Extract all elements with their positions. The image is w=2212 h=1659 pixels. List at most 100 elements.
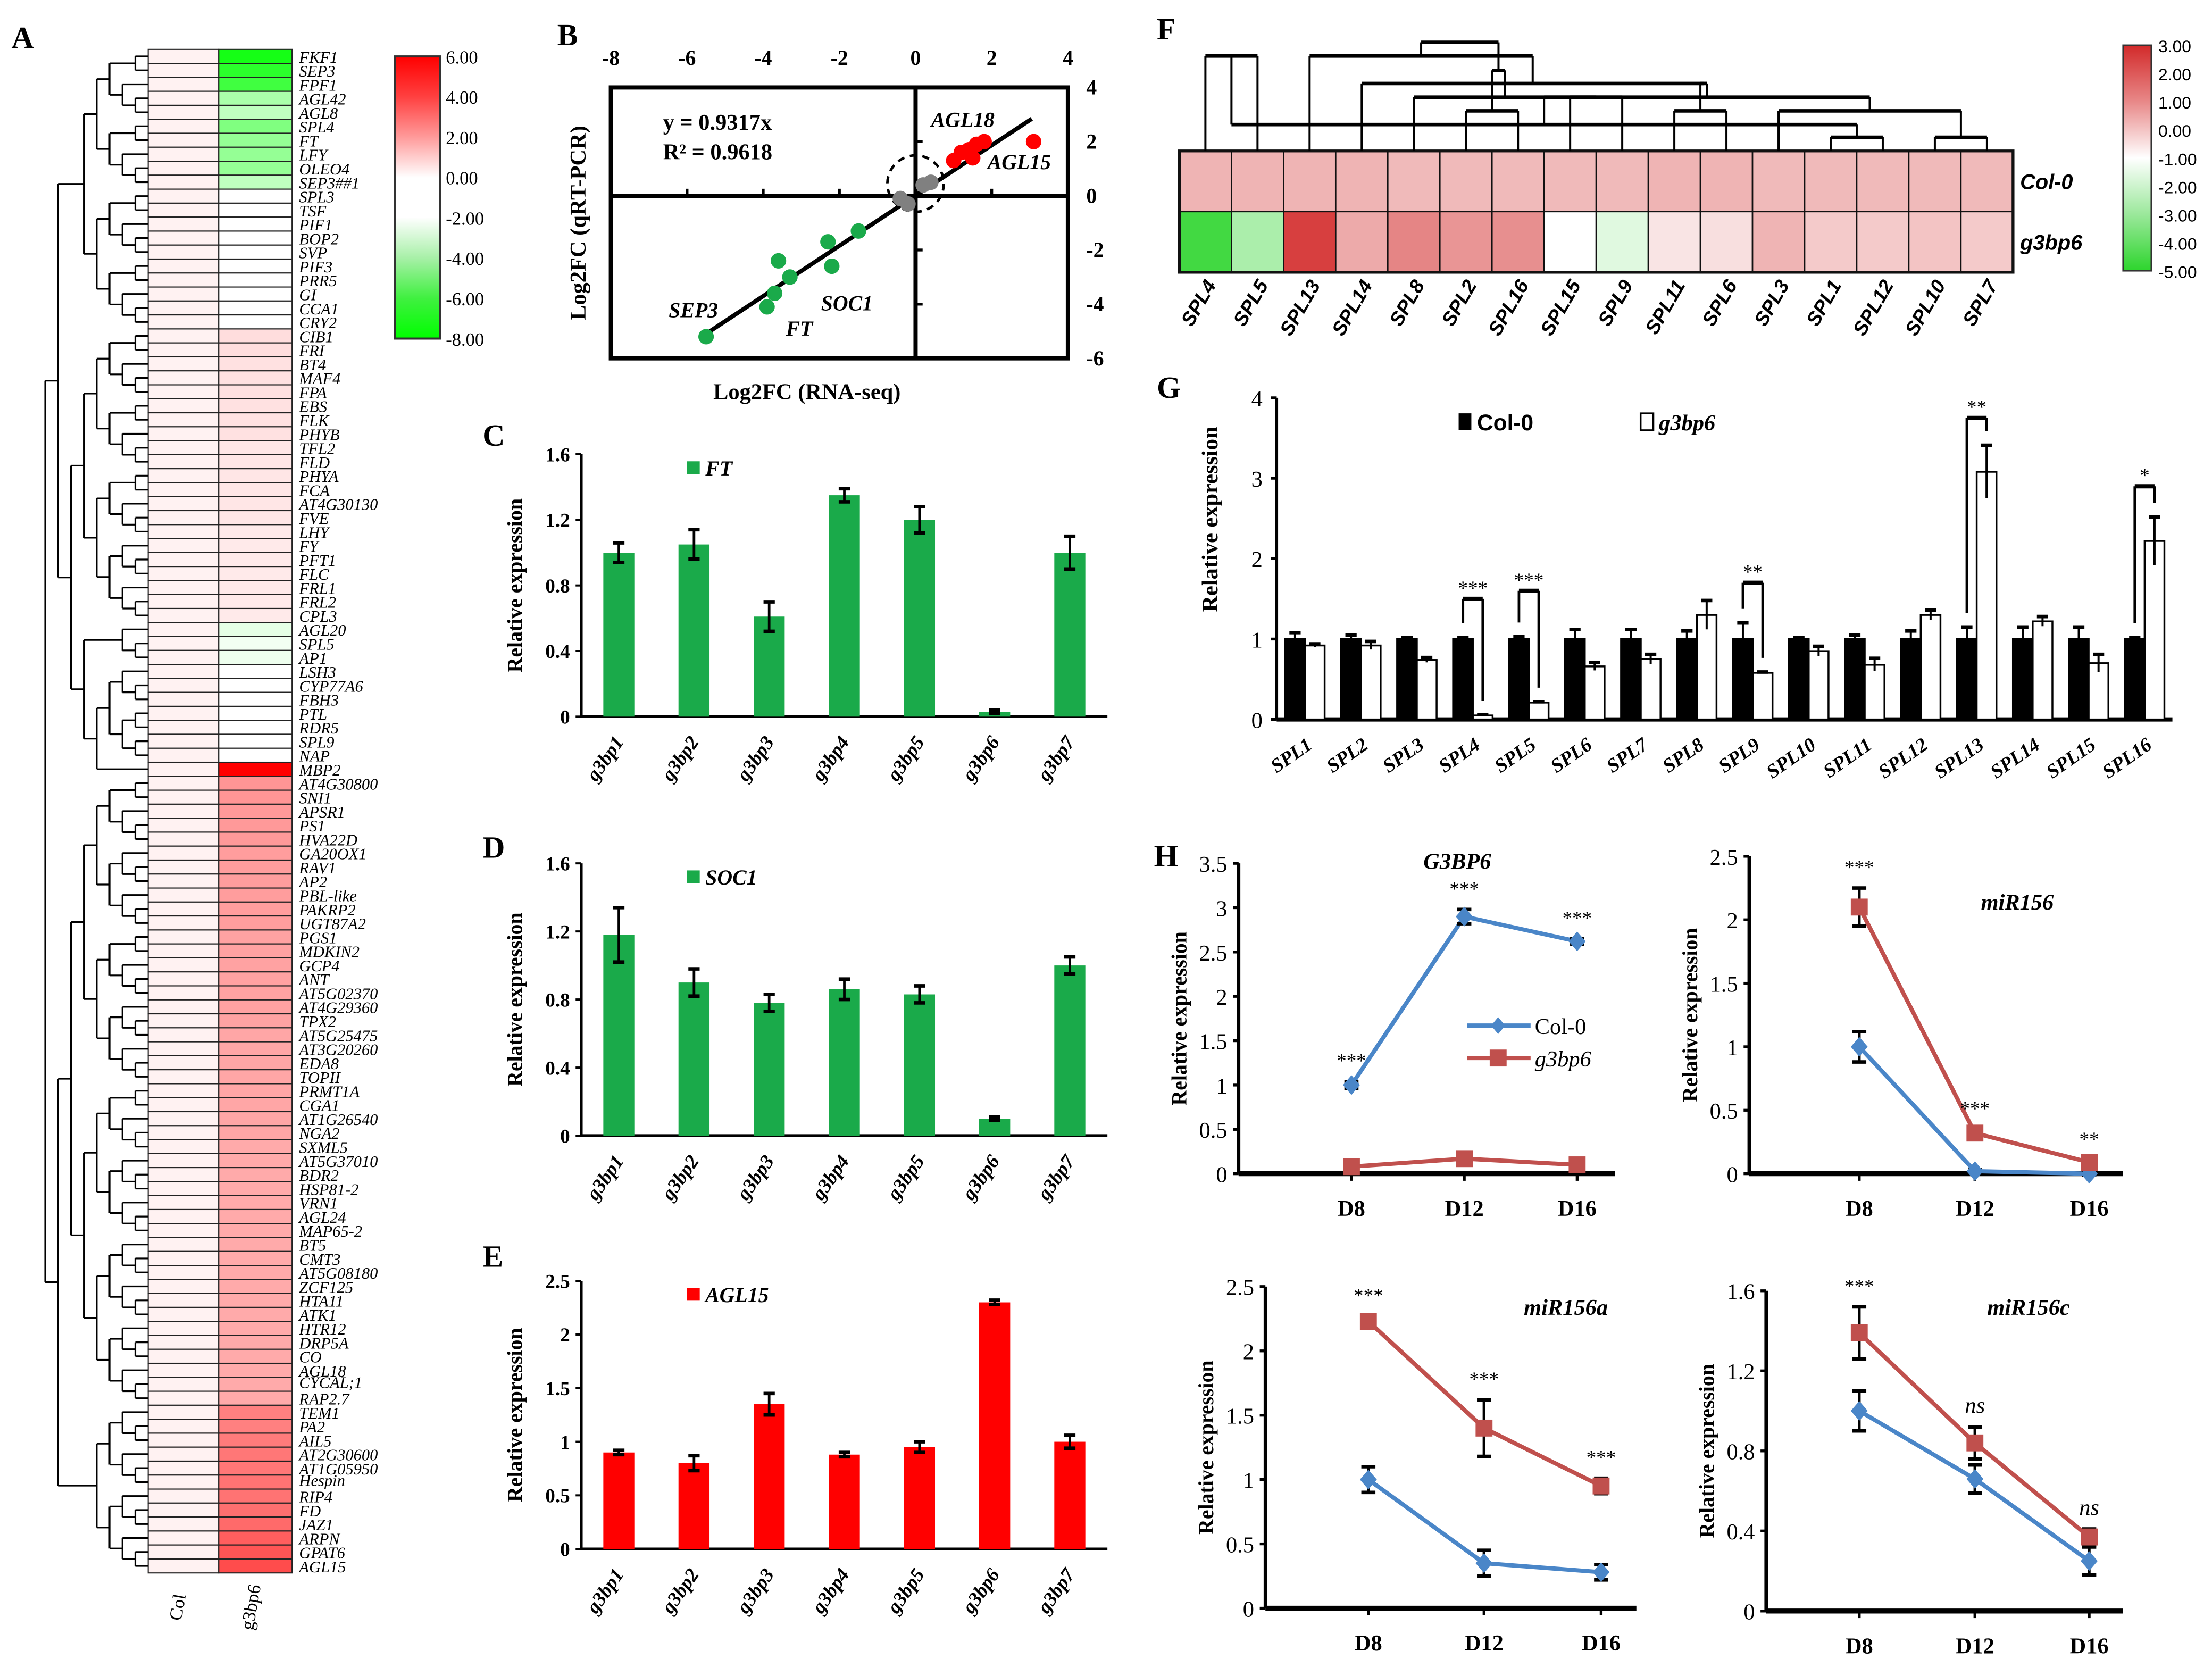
category-label: g3bp5: [882, 732, 929, 786]
heatmap-cell-col: [147, 957, 220, 973]
category-label: SPL9: [1715, 733, 1764, 777]
y-tick-label: 0.8: [545, 989, 570, 1011]
heatmap-cell-g3bp6: [218, 985, 293, 1001]
heatmap-cell-col: [147, 48, 220, 64]
heatmap-cell-g3bp6: [218, 943, 293, 959]
gene-label: CCA1: [299, 300, 339, 318]
gene-label: FLC: [298, 565, 329, 583]
heatmap-cell-g3bp6: [218, 733, 293, 749]
heatmap-cell: [1647, 150, 1701, 213]
heatmap-cell-col: [147, 1474, 220, 1490]
legend-label: AGL15: [704, 1283, 769, 1307]
heatmap-cell-g3bp6: [218, 622, 293, 637]
scatter-point-down: [824, 258, 840, 274]
category-label: D16: [1558, 1196, 1597, 1221]
y-axis-title: Relative expression: [1198, 426, 1223, 612]
column-label: SPL4: [1176, 276, 1221, 330]
y-axis-title: Log2FC (qRT-PCR): [566, 126, 591, 320]
heatmap-cell-col: [147, 1013, 220, 1029]
x-tick-label: -6: [678, 46, 696, 70]
heatmap-cell-g3bp6: [218, 1167, 293, 1182]
y-tick-label: 1.2: [1726, 1360, 1755, 1385]
heatmap-cell: [1960, 211, 2014, 273]
colorbar-tick: -2.00: [446, 209, 484, 229]
bar-g3bp5: [904, 520, 936, 717]
gene-label: FT: [298, 132, 319, 150]
heatmap-cell-col: [147, 1250, 220, 1266]
gene-label: AT5G08180: [298, 1264, 378, 1282]
heatmap-cell-g3bp6: [218, 538, 293, 553]
heatmap-cell-col: [147, 1083, 220, 1098]
heatmap-cell-g3bp6: [218, 314, 293, 330]
colorbar-tick: 4.00: [446, 88, 478, 108]
heatmap-cell-col: [147, 328, 220, 344]
scatter-point-down: [759, 299, 775, 315]
category-label: D12: [1956, 1196, 1994, 1221]
column-label-g3bp6: g3bp6: [237, 1583, 265, 1631]
chart-title: miR156: [1981, 890, 2054, 915]
significance-annotation: ***: [1469, 1369, 1499, 1390]
heatmap-cell: [1387, 211, 1441, 273]
panel-label-g: G: [1157, 370, 1181, 405]
heatmap-cell-col: [147, 566, 220, 581]
heatmap-cell-g3bp6: [218, 90, 293, 106]
heatmap-cell-col: [147, 1348, 220, 1364]
heatmap-cell-g3bp6: [218, 356, 293, 372]
heatmap-cell: [1179, 150, 1232, 213]
heatmap-cell-col: [147, 412, 220, 428]
heatmap-cell-g3bp6: [218, 1362, 293, 1378]
y-tick-label: 0.4: [545, 641, 570, 663]
heatmap-cell-g3bp6: [218, 859, 293, 875]
legend-label: g3bp6: [1535, 1047, 1591, 1072]
y-tick-label: 0.5: [1710, 1099, 1738, 1124]
heatmap-cell-col: [147, 733, 220, 749]
scatter-point-up: [1025, 134, 1042, 149]
heatmap-cell-col: [147, 314, 220, 330]
heatmap-cell-g3bp6: [218, 1516, 293, 1532]
heatmap-cell-col: [147, 1321, 220, 1336]
gene-label: FPF1: [298, 76, 337, 94]
panel-label-f: F: [1157, 12, 1176, 46]
significance-annotation: ***: [1960, 1098, 1990, 1120]
gene-label: CMT3: [299, 1250, 340, 1269]
heatmap-cell-col: [147, 160, 220, 176]
marker-diamond: [1850, 1400, 1868, 1421]
bar-g3bp6-SPL14: [2032, 620, 2054, 721]
y-tick-label: 1: [1726, 1036, 1738, 1061]
heatmap-cell-col: [147, 1390, 220, 1406]
category-label: g3bp6: [958, 732, 1005, 786]
marker-diamond: [1592, 1562, 1610, 1582]
heatmap-cell-g3bp6: [218, 1335, 293, 1350]
gene-label: SPL9: [299, 733, 334, 751]
marker-square: [1850, 898, 1868, 916]
colorbar-tick: -1.00: [2158, 149, 2197, 169]
gene-label: NGA2: [298, 1124, 339, 1143]
heatmap-cell-g3bp6: [218, 454, 293, 470]
category-label: g3bp7: [1033, 732, 1080, 786]
heatmap-cell-col: [147, 1027, 220, 1043]
y-tick-label: 1.2: [545, 921, 570, 943]
significance-stars: ***: [1458, 578, 1488, 599]
gene-label: SEP3##1: [299, 174, 360, 192]
heatmap-cell-col: [147, 971, 220, 987]
heatmap-cell-g3bp6: [218, 510, 293, 526]
gene-label: ARPN: [298, 1530, 340, 1548]
heatmap-cell: [1334, 150, 1389, 213]
bar-g3bp4: [829, 495, 860, 717]
y-axis-title: Relative expression: [503, 1328, 527, 1502]
heatmap-cell-col: [147, 1041, 220, 1056]
bar-g3bp5: [904, 1447, 936, 1549]
gene-label: TEM1: [299, 1404, 339, 1422]
heatmap-cell-g3bp6: [218, 705, 293, 721]
heatmap-cell-col: [147, 1460, 220, 1476]
category-label: D8: [1338, 1196, 1365, 1221]
heatmap-cell-g3bp6: [218, 1237, 293, 1252]
heatmap-cell: [1179, 211, 1232, 273]
heatmap-cell-g3bp6: [218, 649, 293, 665]
marker-square: [2081, 1528, 2098, 1546]
marker-diamond: [1966, 1469, 1984, 1489]
heatmap-cell-col: [147, 1223, 220, 1238]
gene-label: Hespin: [298, 1471, 345, 1489]
heatmap-cell-col: [147, 747, 220, 763]
heatmap-cell: [1543, 150, 1597, 213]
